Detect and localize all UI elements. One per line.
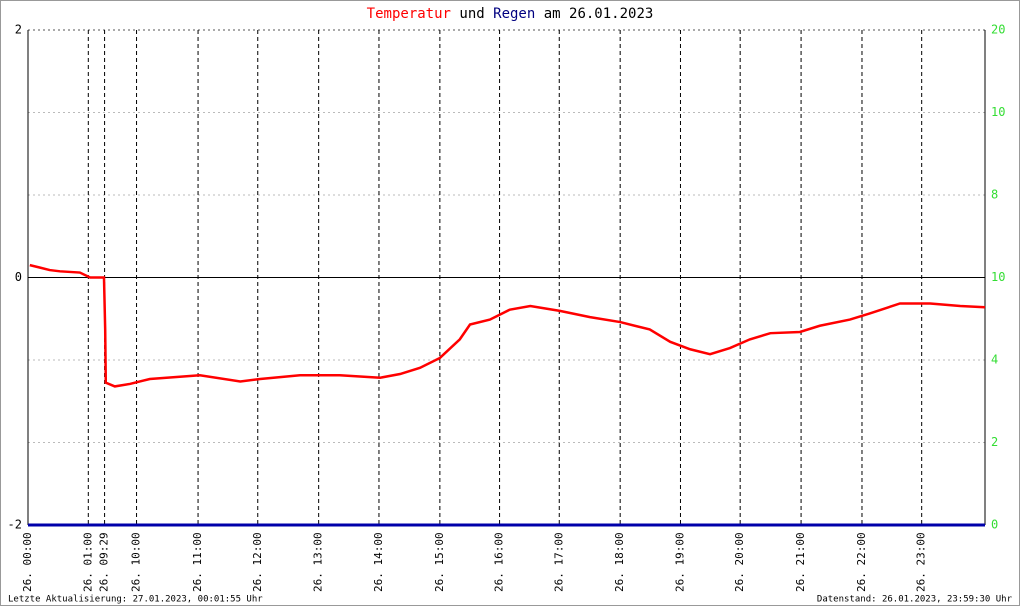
x-tick-label: 26. 01:00 (81, 532, 94, 592)
x-tick-label: 26. 09:29 (98, 532, 111, 592)
x-tick-label: 26. 12:00 (251, 532, 264, 592)
y-tick-label: 0 (15, 270, 22, 284)
y-tick-label: -2 (8, 518, 22, 532)
series-line (29, 263, 986, 388)
y2-tick-label: 0 (991, 518, 998, 532)
y2-tick-label: 10 (991, 270, 1005, 284)
x-tick-label: 26. 10:00 (130, 532, 143, 592)
x-tick-label: 26. 15:00 (433, 532, 446, 592)
x-tick-label: 26. 13:00 (312, 532, 325, 592)
x-tick-label: 26. 16:00 (493, 532, 506, 592)
x-tick-label: 26. 11:00 (191, 532, 204, 592)
y2-tick-label: 2 (991, 435, 998, 449)
title-and: und (459, 6, 484, 22)
footer-right: Datenstand: 26.01.2023, 23:59:30 Uhr (817, 595, 1013, 605)
x-tick-label: 26. 21:00 (794, 532, 807, 592)
title-temp: Temperatur (367, 6, 451, 22)
x-tick-label: 26. 14:00 (372, 532, 385, 592)
x-tick-label: 26. 17:00 (552, 532, 565, 592)
title-rain: Regen (493, 6, 535, 22)
x-tick-label: 26. 18:00 (613, 532, 626, 592)
y2-tick-label: 8 (991, 188, 998, 202)
y2-tick-label: 4 (991, 353, 998, 367)
y-tick-label: 2 (15, 23, 22, 37)
chart-title: Temperatur und Regen am 26.01.2023 (367, 6, 654, 22)
x-tick-label: 26. 19:00 (673, 532, 686, 592)
x-tick-label: 26. 22:00 (855, 532, 868, 592)
x-tick-label: 26. 00:00 (21, 532, 34, 592)
x-tick-label: 26. 20:00 (733, 532, 746, 592)
title-date: am 26.01.2023 (544, 6, 654, 22)
y2-tick-label: 20 (991, 23, 1005, 37)
y2-tick-label: 10 (991, 105, 1005, 119)
x-tick-label: 26. 23:00 (915, 532, 928, 592)
footer-left: Letzte Aktualisierung: 27.01.2023, 00:01… (8, 595, 263, 605)
